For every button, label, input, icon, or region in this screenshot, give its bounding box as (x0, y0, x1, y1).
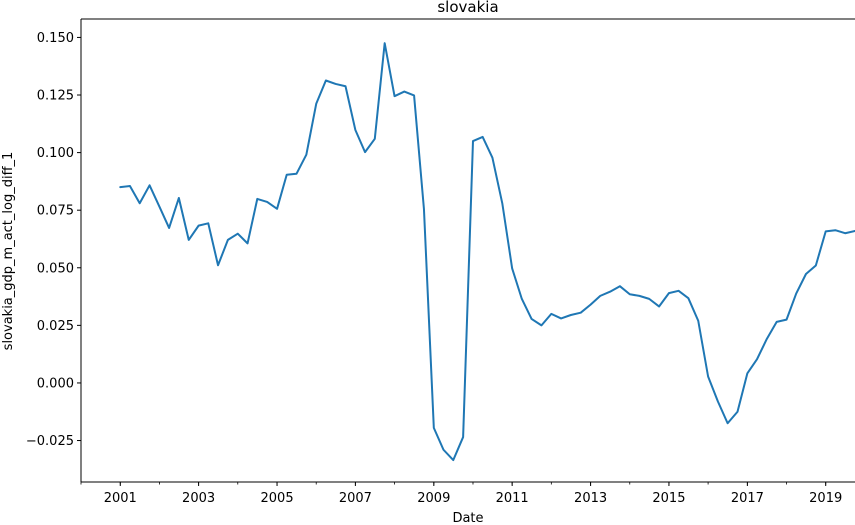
x-tick-label: 2003 (182, 491, 215, 506)
y-tick-label: 0.075 (37, 204, 74, 219)
x-tick-label: 2013 (574, 491, 607, 506)
plot-frame (80, 18, 855, 483)
series-layer (119, 42, 855, 462)
x-axis-title: Date (452, 511, 483, 525)
x-tick-label: 2007 (339, 491, 372, 506)
y-tick-label: 0.100 (37, 146, 74, 161)
x-tick-label: 2011 (496, 491, 529, 506)
x-tick-label: 2009 (417, 491, 450, 506)
y-axis: 0.150 0.125 0.100 0.075 0.050 0.025 0.000 −0.02… (26, 31, 81, 449)
y-tick-label: −0.025 (26, 434, 74, 449)
y-tick-label: 0.125 (37, 89, 74, 104)
x-tick-label: 2005 (261, 491, 294, 506)
x-tick-label: 2015 (652, 491, 685, 506)
y-axis-title: slovakia_gdp_m_act_log_diff_1 (1, 152, 16, 351)
y-tick-label: 0.050 (37, 261, 74, 276)
x-tick-label: 2017 (731, 491, 764, 506)
x-axis: 2001 2003 2005 2007 2009 2011 2013 2015 2017 2019 (80, 482, 842, 506)
y-tick-label: 0.025 (37, 319, 74, 334)
chart-title: slovakia (437, 0, 498, 16)
series-line (119, 42, 855, 462)
x-tick-label: 2019 (809, 491, 842, 506)
y-tick-label: 0.000 (37, 376, 74, 391)
y-tick-label: 0.150 (37, 31, 74, 46)
x-tick-label: 2001 (104, 491, 137, 506)
